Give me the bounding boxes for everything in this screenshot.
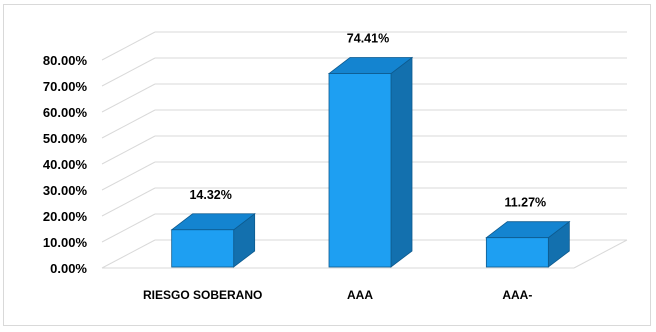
y-tick-label: 70.00%: [43, 79, 88, 94]
y-tick-label: 0.00%: [50, 261, 87, 276]
x-category-label: AAA: [347, 288, 373, 302]
gridline-side: [101, 31, 156, 61]
gridline-side: [101, 187, 156, 217]
y-tick-label: 30.00%: [43, 183, 88, 198]
gridline-side: [101, 161, 156, 191]
gridline-side: [101, 83, 156, 113]
data-label: 14.32%: [189, 188, 231, 202]
y-tick-label: 10.00%: [43, 235, 88, 250]
x-axis-category-labels: RIESGO SOBERANO AAA AAA-: [143, 288, 532, 302]
gridline-side: [101, 57, 156, 87]
bar: [171, 229, 235, 268]
data-label: 74.41%: [347, 32, 389, 46]
bar: [328, 73, 392, 268]
y-tick-label: 50.00%: [43, 131, 88, 146]
y-tick-label: 60.00%: [43, 105, 88, 120]
gridline-side: [101, 135, 156, 165]
gridline-side: [101, 213, 156, 243]
gridline-side: [101, 239, 156, 269]
y-axis-tick-labels: 0.00% 10.00% 20.00% 30.00% 40.00% 50.00% 60.00…: [43, 53, 88, 276]
bar: [485, 237, 549, 268]
x-category-label: RIESGO SOBERANO: [143, 288, 262, 302]
y-tick-label: 80.00%: [43, 53, 88, 68]
bar-side: [390, 56, 413, 268]
y-tick-label: 40.00%: [43, 157, 88, 172]
data-label: 11.27%: [504, 196, 546, 210]
y-tick-label: 20.00%: [43, 209, 88, 224]
gridline-side: [101, 109, 156, 139]
x-category-label: AAA-: [502, 288, 532, 302]
bars: [170, 56, 571, 268]
data-labels: 14.32% 74.41% 11.27%: [189, 32, 546, 210]
floor-right-edge: [573, 239, 628, 269]
